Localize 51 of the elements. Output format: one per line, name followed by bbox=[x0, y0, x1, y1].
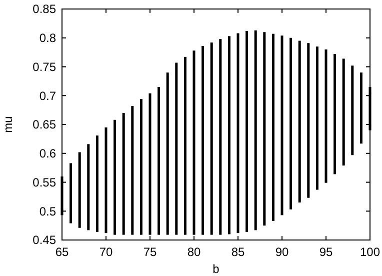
x-tick-label: 65 bbox=[55, 245, 69, 259]
bar bbox=[78, 152, 81, 228]
x-tick-label: 95 bbox=[319, 245, 333, 259]
bar bbox=[158, 86, 160, 235]
x-tick-label: 90 bbox=[275, 245, 289, 259]
bar bbox=[254, 30, 257, 230]
y-tick-label: 0.85 bbox=[32, 2, 56, 16]
bar bbox=[210, 42, 213, 235]
bar bbox=[166, 72, 169, 235]
bar bbox=[219, 39, 222, 235]
bar bbox=[263, 32, 266, 226]
bar bbox=[236, 33, 240, 234]
bar bbox=[140, 99, 142, 235]
bar bbox=[316, 46, 318, 190]
bar bbox=[96, 135, 98, 232]
bar bbox=[87, 144, 90, 230]
x-tick-label: 80 bbox=[187, 245, 201, 259]
bar bbox=[307, 43, 310, 198]
bar bbox=[290, 38, 292, 210]
y-tick-label: 0.7 bbox=[39, 88, 56, 103]
bar bbox=[184, 56, 186, 235]
bar bbox=[104, 127, 108, 234]
bar bbox=[342, 58, 345, 166]
y-tick-label: 0.8 bbox=[39, 31, 56, 46]
bar bbox=[280, 36, 284, 216]
bar bbox=[202, 46, 204, 235]
bar bbox=[334, 54, 336, 174]
bar bbox=[175, 62, 178, 235]
bar bbox=[122, 112, 125, 235]
y-tick-label: 0.65 bbox=[32, 118, 56, 132]
y-tick-label: 0.5 bbox=[39, 204, 56, 218]
y-tick-label: 0.55 bbox=[32, 175, 56, 190]
x-tick-label: 100 bbox=[360, 245, 380, 259]
bar bbox=[228, 36, 230, 234]
x-axis-title: b bbox=[212, 262, 220, 276]
bar bbox=[298, 40, 301, 202]
bar bbox=[70, 163, 72, 224]
bar bbox=[360, 72, 362, 144]
x-tick-label: 85 bbox=[231, 245, 245, 259]
bar bbox=[324, 49, 328, 183]
x-tick-label: 75 bbox=[143, 245, 157, 259]
y-tick-label: 0.6 bbox=[39, 146, 56, 161]
bar bbox=[246, 30, 248, 232]
bar bbox=[272, 34, 274, 221]
bar bbox=[114, 120, 116, 235]
y-axis-title: mu bbox=[1, 116, 15, 133]
y-tick-label: 0.75 bbox=[32, 60, 56, 74]
bar bbox=[131, 106, 134, 235]
x-tick-label: 70 bbox=[99, 245, 113, 259]
y-tick-label: 0.45 bbox=[32, 233, 56, 248]
bar bbox=[351, 66, 354, 156]
